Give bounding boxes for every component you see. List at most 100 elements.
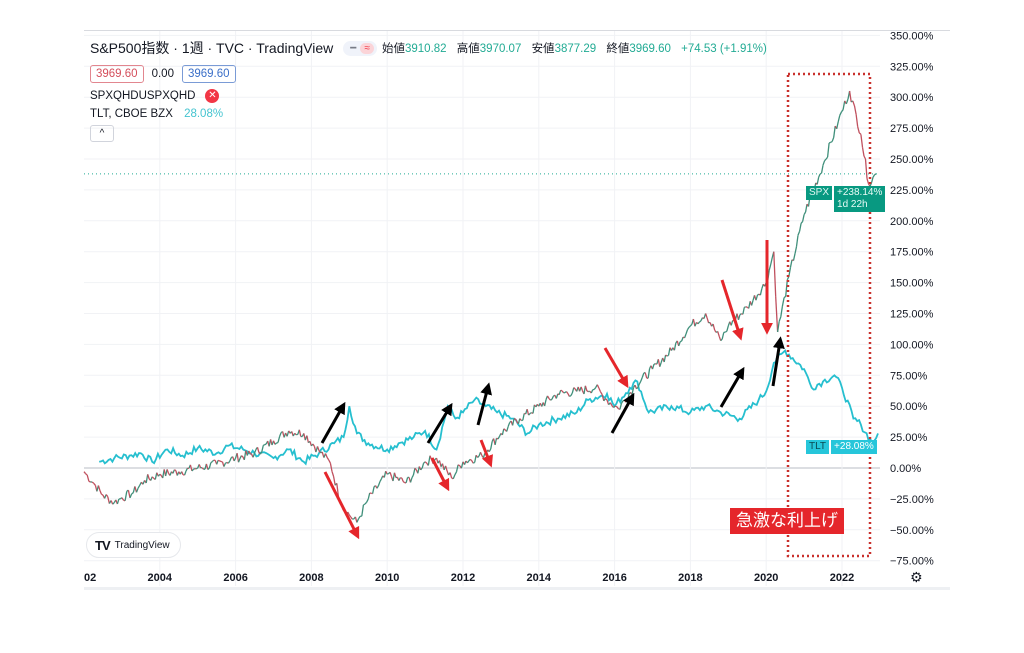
- tlt-label[interactable]: TLT, CBOE BZX: [90, 108, 173, 120]
- spx-candle: [147, 474, 150, 480]
- spx-candle: [350, 516, 353, 520]
- spx-candle: [259, 451, 263, 455]
- spx-candle: [571, 387, 575, 394]
- spx-candle: [85, 473, 88, 476]
- spx-candle: [794, 246, 798, 254]
- minus-icon: ━: [350, 42, 357, 54]
- spx-candle: [348, 514, 352, 518]
- spx-candle: [195, 467, 199, 470]
- x-tick-label: 2006: [223, 572, 247, 584]
- spx-candle: [248, 450, 251, 454]
- spx-candle: [363, 503, 366, 506]
- spx-candle: [402, 480, 406, 484]
- spx-candle: [773, 251, 777, 297]
- spx-candle: [739, 313, 742, 316]
- spx-candle: [717, 331, 720, 337]
- spx-candle: [454, 471, 458, 476]
- spx-candle: [833, 126, 836, 138]
- spx-candle: [580, 386, 584, 392]
- spx-candle: [730, 320, 734, 326]
- y-tick-label: −75.00%: [890, 556, 934, 568]
- spx-candle: [590, 389, 594, 394]
- x-tick-label: 2022: [830, 572, 854, 584]
- spx-candle: [409, 477, 413, 483]
- spx-candle: [201, 467, 204, 470]
- spx-candle: [770, 257, 773, 265]
- spx-candle: [659, 362, 662, 367]
- symbol-title[interactable]: S&P500指数 · 1週 · TVC · TradingView: [90, 40, 334, 56]
- spx-candle: [742, 307, 745, 315]
- spx-candle: [798, 223, 802, 232]
- compare-toggle[interactable]: ━ ≈: [343, 40, 378, 56]
- spx-candle: [151, 476, 155, 479]
- error-close-icon[interactable]: ✕: [205, 89, 220, 103]
- low-label: 安値: [531, 43, 555, 55]
- spx-candle: [183, 470, 187, 476]
- spx-tag: SPX: [806, 186, 833, 200]
- spx-candle: [192, 468, 196, 471]
- spx-candle: [776, 321, 780, 333]
- spx-candle: [457, 464, 461, 467]
- spx-candle: [331, 471, 335, 477]
- spx-candle: [874, 173, 877, 176]
- spx-candle: [692, 318, 696, 327]
- spx-candle: [697, 321, 700, 325]
- settings-gear-icon[interactable]: ⚙: [910, 569, 923, 585]
- spx-candle: [825, 156, 829, 160]
- spx-candle: [298, 429, 302, 437]
- spx-candle: [517, 418, 521, 424]
- spx-candle: [129, 493, 133, 499]
- spx-candle: [253, 449, 257, 454]
- spx-candle: [839, 111, 843, 116]
- y-tick-label: 175.00%: [890, 247, 934, 259]
- spx-candle: [644, 372, 648, 379]
- spx-candle: [561, 390, 565, 394]
- spx-candle: [718, 336, 722, 341]
- spx-candle: [420, 467, 423, 471]
- spx-candle: [830, 141, 833, 143]
- spx-candle: [274, 442, 277, 445]
- sell-price-box[interactable]: 3969.60: [90, 65, 144, 83]
- red-down-arrow: [430, 457, 450, 492]
- spx-candle: [801, 214, 805, 222]
- spread-value: 0.00: [151, 68, 174, 80]
- spx-candle: [699, 320, 702, 323]
- spx-candle: [438, 460, 442, 467]
- x-tick-label: 2012: [451, 572, 475, 584]
- black-up-arrow: [610, 392, 635, 434]
- spx-candle: [519, 418, 522, 421]
- spx-candle: [781, 297, 785, 307]
- spx-candle: [768, 264, 772, 271]
- spx-candle: [497, 436, 500, 440]
- spx-candle: [837, 115, 841, 123]
- red-down-arrow: [479, 439, 493, 468]
- ohlc-readout: 始値3910.82 高値3970.07 安値3877.29 終値3969.60 …: [382, 40, 767, 56]
- y-tick-label: 200.00%: [890, 216, 934, 228]
- spx-candle: [840, 109, 844, 113]
- spx-candle: [845, 98, 849, 105]
- spx-candle: [83, 471, 87, 475]
- spx-candle: [401, 477, 404, 482]
- y-tick-label: −50.00%: [890, 525, 934, 537]
- x-tick-label: 2004: [148, 572, 173, 584]
- y-tick-label: −25.00%: [890, 494, 934, 506]
- spx-candle: [624, 399, 627, 403]
- spx-candle: [347, 511, 350, 516]
- spx-candle: [858, 132, 862, 135]
- y-tick-label: 150.00%: [890, 278, 934, 290]
- spx-candle: [488, 448, 492, 453]
- spx-candle: [613, 405, 616, 408]
- spx-candle: [97, 485, 101, 491]
- collapse-legend-button[interactable]: ^: [90, 125, 114, 142]
- spx-candle: [836, 121, 839, 129]
- buy-price-box[interactable]: 3969.60: [181, 65, 236, 83]
- spx-candle: [93, 482, 96, 486]
- spx-candle: [614, 405, 618, 408]
- spx-candle: [604, 398, 608, 401]
- spx-candle: [638, 380, 642, 385]
- spx-candle: [785, 279, 788, 297]
- spx-candle: [564, 391, 567, 394]
- tradingview-logo[interactable]: TV TradingView: [86, 532, 181, 558]
- rate-hike-annotation: 急激な利上げ: [730, 508, 844, 534]
